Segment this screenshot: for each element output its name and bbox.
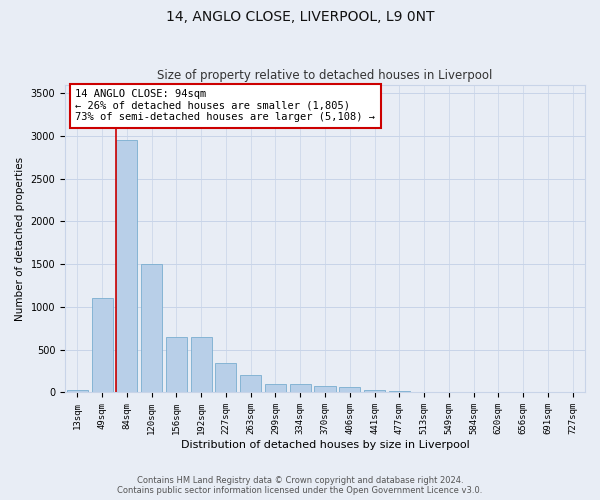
Bar [364, 390, 385, 392]
Bar [339, 388, 360, 392]
Bar [116, 140, 137, 392]
Bar [215, 364, 236, 392]
Bar [92, 298, 113, 392]
Text: 14 ANGLO CLOSE: 94sqm
← 26% of detached houses are smaller (1,805)
73% of semi-d: 14 ANGLO CLOSE: 94sqm ← 26% of detached … [76, 89, 376, 122]
Bar [67, 390, 88, 392]
Text: 14, ANGLO CLOSE, LIVERPOOL, L9 0NT: 14, ANGLO CLOSE, LIVERPOOL, L9 0NT [166, 10, 434, 24]
X-axis label: Distribution of detached houses by size in Liverpool: Distribution of detached houses by size … [181, 440, 469, 450]
Bar [240, 374, 261, 392]
Bar [290, 384, 311, 392]
Bar [191, 337, 212, 392]
Bar [389, 391, 410, 392]
Bar [314, 386, 335, 392]
Y-axis label: Number of detached properties: Number of detached properties [15, 156, 25, 320]
Bar [265, 384, 286, 392]
Text: Contains HM Land Registry data © Crown copyright and database right 2024.
Contai: Contains HM Land Registry data © Crown c… [118, 476, 482, 495]
Bar [166, 337, 187, 392]
Title: Size of property relative to detached houses in Liverpool: Size of property relative to detached ho… [157, 69, 493, 82]
Bar [141, 264, 162, 392]
